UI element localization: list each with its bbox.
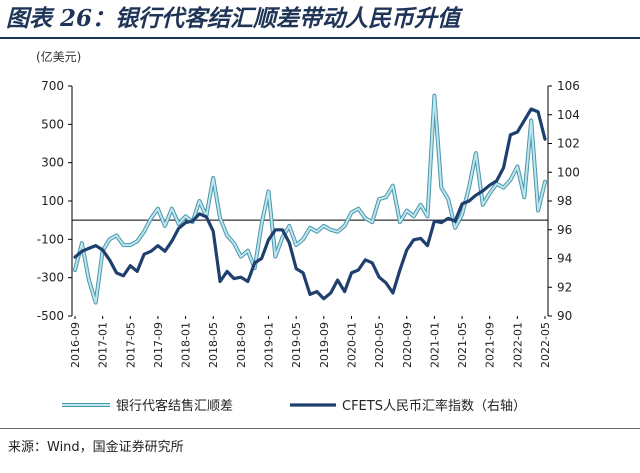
right-tick-label: 94 — [557, 252, 572, 266]
x-tick-label: 2020-01 — [345, 322, 358, 368]
right-tick-label: 104 — [557, 108, 580, 122]
x-tick-label: 2016-09 — [69, 322, 82, 368]
x-tick-label: 2021-09 — [484, 322, 497, 368]
x-tick-label: 2019-01 — [263, 322, 276, 368]
chart-title: 图表 26：银行代客结汇顺差带动人民币升值 — [6, 5, 461, 32]
x-tick-label: 2017-01 — [97, 322, 110, 368]
right-tick-label: 90 — [557, 309, 572, 323]
x-tick-label: 2018-05 — [207, 322, 220, 368]
x-tick-label: 2017-05 — [124, 322, 137, 368]
left-axis-unit: (亿美元) — [36, 50, 82, 64]
legend-cfets-label: CFETS人民币汇率指数（右轴） — [342, 398, 526, 414]
x-tick-label: 2022-01 — [511, 322, 524, 368]
x-tick-label: 2020-05 — [373, 322, 386, 368]
x-tick-label: 2017-09 — [152, 322, 165, 368]
x-tick-label: 2019-05 — [290, 322, 303, 368]
x-tick-label: 2020-09 — [401, 322, 414, 368]
source-divider — [0, 428, 640, 429]
left-tick-label: 300 — [41, 156, 64, 170]
right-tick-label: 98 — [557, 194, 572, 208]
source-note: 来源：Wind，国金证券研究所 — [8, 440, 184, 455]
right-tick-label: 96 — [557, 223, 572, 237]
right-tick-label: 92 — [557, 280, 572, 294]
series-surplus-line — [74, 94, 546, 304]
x-tick-label: 2021-05 — [456, 322, 469, 368]
line-chart: -500 -300 -100 100 300 500 700 90 92 94 96 98 100 102… — [37, 79, 580, 414]
x-tick-label: 2021-01 — [428, 322, 441, 368]
left-tick-label: -300 — [37, 271, 64, 285]
title-underline — [0, 37, 640, 39]
x-tick-label: 2018-01 — [180, 322, 193, 368]
x-tick-label: 2022-05 — [539, 322, 552, 368]
x-tick-label: 2018-09 — [235, 322, 248, 368]
left-tick-label: -100 — [37, 232, 64, 246]
left-tick-label: 500 — [41, 117, 64, 131]
series-surplus-outline — [73, 93, 547, 305]
x-tick-label: 2019-09 — [318, 322, 331, 368]
left-tick-label: -500 — [37, 309, 64, 323]
series-cfets-line — [73, 107, 547, 301]
right-tick-label: 102 — [557, 137, 580, 151]
left-tick-label: 700 — [41, 79, 64, 93]
right-tick-label: 106 — [557, 79, 580, 93]
legend-surplus-label: 银行代客结售汇顺差 — [116, 398, 233, 414]
left-tick-label: 100 — [41, 194, 64, 208]
right-tick-label: 100 — [557, 165, 580, 179]
